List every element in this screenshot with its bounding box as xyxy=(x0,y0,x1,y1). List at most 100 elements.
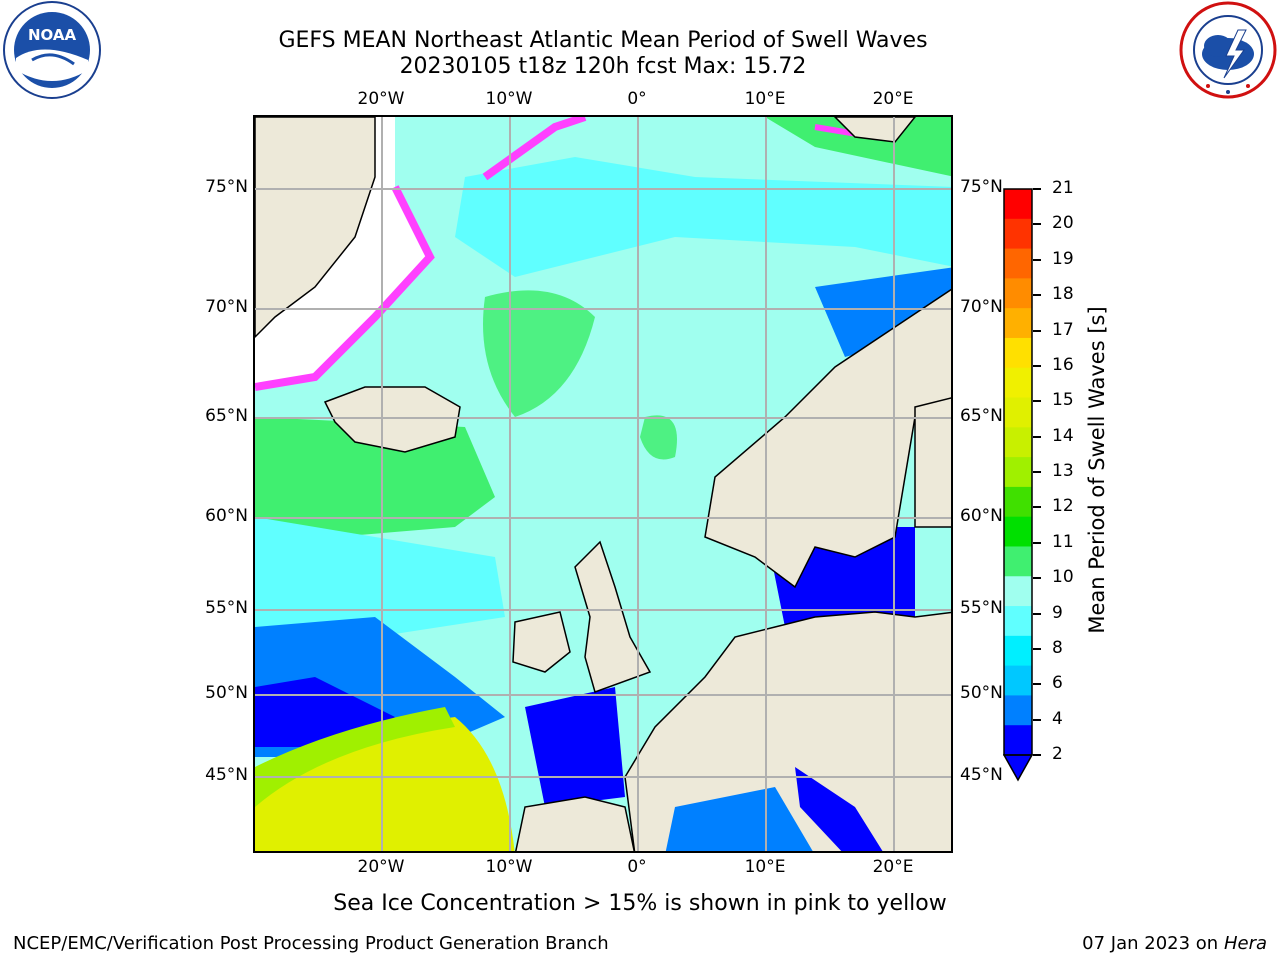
sea-ice-caption: Sea Ice Concentration > 15% is shown in … xyxy=(333,891,947,916)
colorbar-tick-label: 11 xyxy=(1052,531,1074,552)
colorbar-tick xyxy=(1033,754,1041,756)
svg-text:NOAA: NOAA xyxy=(28,26,77,44)
colorbar-segment xyxy=(1004,665,1032,696)
colorbar-tick xyxy=(1033,435,1041,438)
ocean-field-arctic xyxy=(455,157,951,277)
colorbar-segment xyxy=(1004,576,1032,607)
colorbar-segment xyxy=(1004,189,1032,220)
colorbar-segment xyxy=(1004,516,1032,547)
britain-land xyxy=(574,540,652,693)
colorbar-segment xyxy=(1004,457,1032,488)
colorbar-segment xyxy=(1004,218,1032,250)
footer-host: Hera xyxy=(1223,933,1267,954)
colorbar-tick-label: 14 xyxy=(1052,425,1074,446)
colorbar-segment xyxy=(1004,367,1032,399)
colorbar-tick xyxy=(1033,471,1041,473)
lat-label-right: 45°N xyxy=(960,765,1003,785)
colorbar-segment xyxy=(1004,427,1032,458)
lon-label-top: 10°W xyxy=(485,89,533,109)
sea-ice-edge xyxy=(255,185,435,391)
colorbar-tick-label: 17 xyxy=(1052,319,1074,340)
colorbar xyxy=(1002,188,1034,782)
lat-label-left: 55°N xyxy=(205,598,248,618)
colorbar-tick-label: 4 xyxy=(1052,708,1063,729)
colorbar-tick-label: 19 xyxy=(1052,248,1074,269)
iberia-land xyxy=(515,796,635,851)
colorbar-segment xyxy=(1004,486,1032,518)
colorbar-tick-label: 2 xyxy=(1052,744,1063,764)
colorbar-segment xyxy=(1004,546,1032,577)
colorbar-tick-label: 15 xyxy=(1052,390,1074,411)
lat-label-right: 60°N xyxy=(960,506,1003,526)
colorbar-segment xyxy=(1004,397,1032,428)
colorbar-tick-label: 9 xyxy=(1052,602,1063,623)
finland-land xyxy=(914,397,951,528)
footer-date-text: 07 Jan 2023 on xyxy=(1082,933,1224,954)
nws-logo xyxy=(1178,0,1278,100)
colorbar-tick xyxy=(1033,400,1041,403)
lat-label-right: 50°N xyxy=(960,683,1003,703)
lat-label-right: 65°N xyxy=(960,406,1003,426)
colorbar-tick-label: 16 xyxy=(1052,354,1074,375)
colorbar-outline xyxy=(1003,188,1033,756)
mediterranean-sea xyxy=(665,787,813,851)
ocean-field-yellow xyxy=(255,717,515,851)
lat-label-left: 70°N xyxy=(205,297,248,317)
colorbar-segment xyxy=(1004,725,1032,756)
colorbar-tick-label: 18 xyxy=(1052,284,1074,305)
colorbar-segment xyxy=(1004,337,1032,369)
colorbar-tick-label: 8 xyxy=(1052,637,1063,658)
colorbar-extend-arrow xyxy=(1002,754,1034,782)
adriatic-sea xyxy=(795,767,883,851)
lat-label-right: 55°N xyxy=(960,598,1003,618)
lon-label-top: 20°W xyxy=(357,89,405,109)
greenland-land xyxy=(255,117,376,339)
colorbar-tick-label: 12 xyxy=(1052,496,1074,517)
sea-ice-edge-north xyxy=(482,117,587,181)
colorbar-tick xyxy=(1033,258,1041,261)
lon-label-top: 20°E xyxy=(872,89,914,109)
lat-label-left: 50°N xyxy=(205,683,248,703)
lon-label-bottom: 20°W xyxy=(357,857,405,877)
lon-label-bottom: 0° xyxy=(627,857,647,877)
lon-label-bottom: 10°E xyxy=(744,857,786,877)
lat-label-left: 75°N xyxy=(205,177,248,197)
colorbar-tick xyxy=(1033,683,1041,686)
colorbar-segment xyxy=(1004,635,1032,667)
ocean-field-green-patch xyxy=(640,415,677,460)
lon-label-top: 0° xyxy=(627,89,647,109)
ocean-field-west-light xyxy=(255,517,505,637)
colorbar-segment xyxy=(1004,278,1032,309)
ireland-land xyxy=(512,611,571,673)
noaa-logo: NOAA xyxy=(2,0,102,100)
colorbar-tick xyxy=(1033,364,1041,367)
colorbar-tick xyxy=(1033,506,1041,509)
europe-mainland-land xyxy=(624,611,951,851)
ocean-field-west-green xyxy=(255,417,495,537)
colorbar-segment xyxy=(1004,308,1032,339)
colorbar-segment xyxy=(1004,248,1032,279)
footer-credit: NCEP/EMC/Verification Post Processing Pr… xyxy=(13,933,609,954)
colorbar-tick xyxy=(1033,577,1041,580)
colorbar-segment xyxy=(1004,606,1032,637)
lat-label-right: 70°N xyxy=(960,297,1003,317)
colorbar-tick xyxy=(1033,223,1041,226)
colorbar-tick-label: 6 xyxy=(1052,673,1063,694)
colorbar-tick xyxy=(1033,718,1041,721)
colorbar-tick-label: 21 xyxy=(1052,178,1074,198)
lon-label-top: 10°E xyxy=(744,89,786,109)
lon-label-bottom: 20°E xyxy=(872,857,914,877)
colorbar-tick xyxy=(1033,647,1041,650)
colorbar-tick xyxy=(1033,294,1041,297)
lat-label-right: 75°N xyxy=(960,177,1003,197)
colorbar-tick xyxy=(1033,188,1041,190)
colorbar-tick-label: 13 xyxy=(1052,461,1074,481)
colorbar-tick xyxy=(1033,541,1041,544)
colorbar-tick xyxy=(1033,329,1041,332)
colorbar-tick-label: 10 xyxy=(1052,567,1074,588)
iceland-land xyxy=(323,386,461,453)
colorbar-segment xyxy=(1004,695,1032,726)
lat-label-left: 45°N xyxy=(205,765,248,785)
colorbar-title: Mean Period of Swell Waves [s] xyxy=(1085,306,1109,634)
lon-label-bottom: 10°W xyxy=(485,857,533,877)
